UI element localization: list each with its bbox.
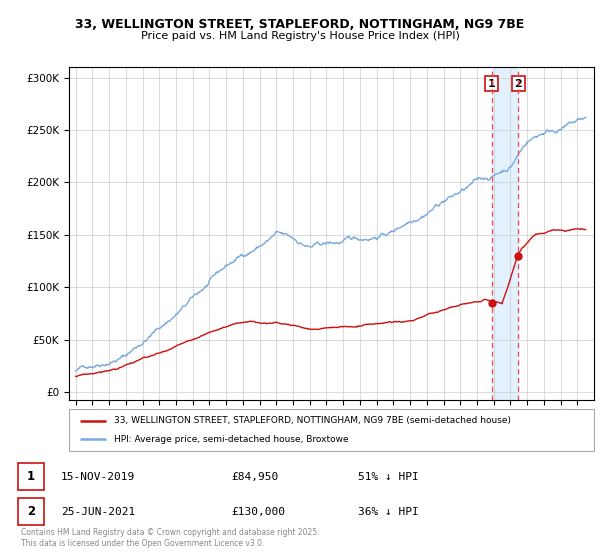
Text: Contains HM Land Registry data © Crown copyright and database right 2025.
This d: Contains HM Land Registry data © Crown c… [21, 528, 320, 548]
Text: 15-NOV-2019: 15-NOV-2019 [61, 472, 135, 482]
Text: 2: 2 [515, 78, 523, 88]
Text: 1: 1 [488, 78, 496, 88]
Text: 51% ↓ HPI: 51% ↓ HPI [358, 472, 418, 482]
Text: £84,950: £84,950 [231, 472, 278, 482]
Text: 2: 2 [27, 505, 35, 518]
Text: 33, WELLINGTON STREET, STAPLEFORD, NOTTINGHAM, NG9 7BE: 33, WELLINGTON STREET, STAPLEFORD, NOTTI… [76, 18, 524, 31]
Text: 25-JUN-2021: 25-JUN-2021 [61, 507, 135, 517]
Text: 1: 1 [27, 470, 35, 483]
Text: 36% ↓ HPI: 36% ↓ HPI [358, 507, 418, 517]
FancyBboxPatch shape [18, 463, 44, 489]
Bar [491, 67, 518, 400]
Text: 33, WELLINGTON STREET, STAPLEFORD, NOTTINGHAM, NG9 7BE (semi-detached house): 33, WELLINGTON STREET, STAPLEFORD, NOTTI… [113, 416, 511, 425]
FancyBboxPatch shape [69, 409, 594, 451]
Text: Price paid vs. HM Land Registry's House Price Index (HPI): Price paid vs. HM Land Registry's House … [140, 31, 460, 41]
Text: £130,000: £130,000 [231, 507, 285, 517]
Text: HPI: Average price, semi-detached house, Broxtowe: HPI: Average price, semi-detached house,… [113, 435, 348, 444]
FancyBboxPatch shape [18, 498, 44, 525]
